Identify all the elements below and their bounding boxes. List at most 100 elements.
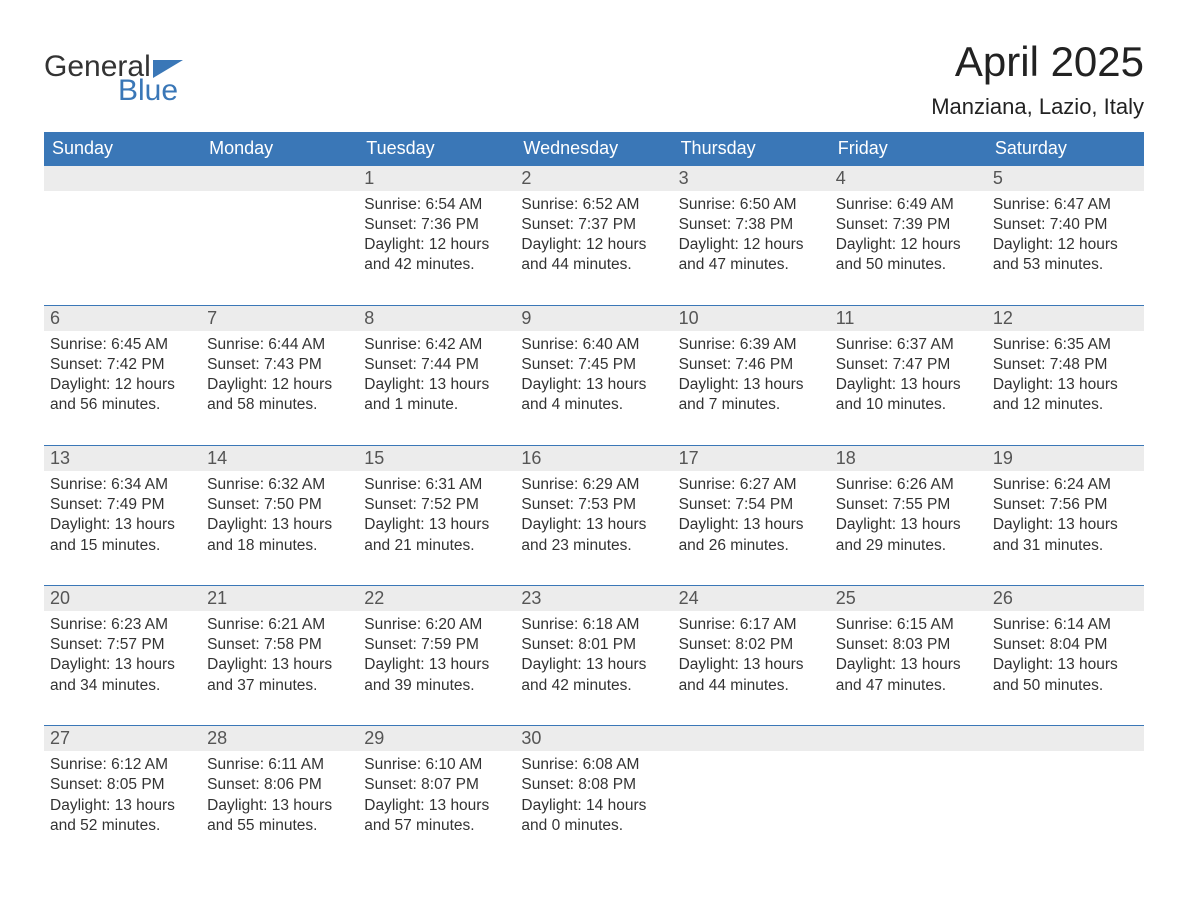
sunset-line: Sunset: 7:47 PM <box>836 355 981 375</box>
sunset-line: Sunset: 7:52 PM <box>364 495 509 515</box>
day-number: 29 <box>364 728 384 748</box>
daylight-line: Daylight: 13 hours and 26 minutes. <box>679 515 824 555</box>
daylight-line: Daylight: 13 hours and 37 minutes. <box>207 655 352 695</box>
sunrise-line: Sunrise: 6:26 AM <box>836 475 981 495</box>
daylight-line: Daylight: 13 hours and 1 minute. <box>364 375 509 415</box>
sunrise-line: Sunrise: 6:12 AM <box>50 755 195 775</box>
week-4-daynum-row: 27282930 <box>44 726 1144 752</box>
daylight-line: Daylight: 13 hours and 23 minutes. <box>521 515 666 555</box>
page-subtitle: Manziana, Lazio, Italy <box>931 94 1144 120</box>
page-title: April 2025 <box>931 38 1144 86</box>
sunset-line: Sunset: 7:45 PM <box>521 355 666 375</box>
dow-saturday: Saturday <box>987 132 1144 166</box>
sunrise-line: Sunrise: 6:35 AM <box>993 335 1138 355</box>
daynum-cell-17: 17 <box>673 446 830 472</box>
day-cell-9: Sunrise: 6:40 AMSunset: 7:45 PMDaylight:… <box>515 331 672 434</box>
day-cell-5: Sunrise: 6:47 AMSunset: 7:40 PMDaylight:… <box>987 191 1144 294</box>
sunset-line: Sunset: 7:36 PM <box>364 215 509 235</box>
sunrise-line: Sunrise: 6:32 AM <box>207 475 352 495</box>
daynum-cell-25: 25 <box>830 586 987 612</box>
daynum-cell-13: 13 <box>44 446 201 472</box>
day-number: 14 <box>207 448 227 468</box>
daynum-cell-empty <box>673 726 830 752</box>
day-cell-7: Sunrise: 6:44 AMSunset: 7:43 PMDaylight:… <box>201 331 358 434</box>
daynum-cell-26: 26 <box>987 586 1144 612</box>
daylight-line: Daylight: 13 hours and 52 minutes. <box>50 796 195 836</box>
daynum-cell-14: 14 <box>201 446 358 472</box>
sunset-line: Sunset: 7:39 PM <box>836 215 981 235</box>
day-cell-27: Sunrise: 6:12 AMSunset: 8:05 PMDaylight:… <box>44 751 201 854</box>
sunrise-line: Sunrise: 6:50 AM <box>679 195 824 215</box>
sunrise-line: Sunrise: 6:31 AM <box>364 475 509 495</box>
dow-wednesday: Wednesday <box>515 132 672 166</box>
daynum-cell-empty <box>44 166 201 192</box>
day-number: 19 <box>993 448 1013 468</box>
day-cell-6: Sunrise: 6:45 AMSunset: 7:42 PMDaylight:… <box>44 331 201 434</box>
day-cell-16: Sunrise: 6:29 AMSunset: 7:53 PMDaylight:… <box>515 471 672 574</box>
day-cell-20: Sunrise: 6:23 AMSunset: 7:57 PMDaylight:… <box>44 611 201 714</box>
day-number: 22 <box>364 588 384 608</box>
daynum-cell-10: 10 <box>673 306 830 332</box>
sunset-line: Sunset: 7:48 PM <box>993 355 1138 375</box>
daynum-cell-18: 18 <box>830 446 987 472</box>
sunset-line: Sunset: 8:07 PM <box>364 775 509 795</box>
day-cell-15: Sunrise: 6:31 AMSunset: 7:52 PMDaylight:… <box>358 471 515 574</box>
day-number: 11 <box>836 308 855 328</box>
daylight-line: Daylight: 13 hours and 44 minutes. <box>679 655 824 695</box>
day-number: 27 <box>50 728 70 748</box>
day-cell-empty <box>987 751 1144 854</box>
sunrise-line: Sunrise: 6:45 AM <box>50 335 195 355</box>
daynum-cell-1: 1 <box>358 166 515 192</box>
sunset-line: Sunset: 7:42 PM <box>50 355 195 375</box>
daylight-line: Daylight: 12 hours and 58 minutes. <box>207 375 352 415</box>
spacer-row <box>44 434 1144 446</box>
day-number: 10 <box>679 308 699 328</box>
week-3-daynum-row: 20212223242526 <box>44 586 1144 612</box>
day-cell-26: Sunrise: 6:14 AMSunset: 8:04 PMDaylight:… <box>987 611 1144 714</box>
week-0-data-row: Sunrise: 6:54 AMSunset: 7:36 PMDaylight:… <box>44 191 1144 294</box>
daylight-line: Daylight: 13 hours and 15 minutes. <box>50 515 195 555</box>
dow-thursday: Thursday <box>673 132 830 166</box>
sunrise-line: Sunrise: 6:11 AM <box>207 755 352 775</box>
daynum-cell-2: 2 <box>515 166 672 192</box>
sunset-line: Sunset: 7:46 PM <box>679 355 824 375</box>
daynum-cell-19: 19 <box>987 446 1144 472</box>
sunrise-line: Sunrise: 6:18 AM <box>521 615 666 635</box>
sunrise-line: Sunrise: 6:37 AM <box>836 335 981 355</box>
sunset-line: Sunset: 7:38 PM <box>679 215 824 235</box>
sunset-line: Sunset: 8:05 PM <box>50 775 195 795</box>
day-number: 5 <box>993 168 1003 188</box>
day-cell-23: Sunrise: 6:18 AMSunset: 8:01 PMDaylight:… <box>515 611 672 714</box>
sunrise-line: Sunrise: 6:17 AM <box>679 615 824 635</box>
daylight-line: Daylight: 12 hours and 47 minutes. <box>679 235 824 275</box>
sunrise-line: Sunrise: 6:08 AM <box>521 755 666 775</box>
sunrise-line: Sunrise: 6:52 AM <box>521 195 666 215</box>
sunset-line: Sunset: 8:04 PM <box>993 635 1138 655</box>
week-0-daynum-row: 12345 <box>44 166 1144 192</box>
day-of-week-row: SundayMondayTuesdayWednesdayThursdayFrid… <box>44 132 1144 166</box>
daylight-line: Daylight: 12 hours and 50 minutes. <box>836 235 981 275</box>
logo-word-blue: Blue <box>118 76 183 106</box>
daynum-cell-29: 29 <box>358 726 515 752</box>
day-cell-22: Sunrise: 6:20 AMSunset: 7:59 PMDaylight:… <box>358 611 515 714</box>
daylight-line: Daylight: 13 hours and 29 minutes. <box>836 515 981 555</box>
sunset-line: Sunset: 7:57 PM <box>50 635 195 655</box>
sunset-line: Sunset: 8:02 PM <box>679 635 824 655</box>
daynum-cell-30: 30 <box>515 726 672 752</box>
day-number: 17 <box>679 448 699 468</box>
week-1-data-row: Sunrise: 6:45 AMSunset: 7:42 PMDaylight:… <box>44 331 1144 434</box>
day-cell-empty <box>830 751 987 854</box>
daylight-line: Daylight: 12 hours and 42 minutes. <box>364 235 509 275</box>
day-number: 30 <box>521 728 541 748</box>
day-cell-18: Sunrise: 6:26 AMSunset: 7:55 PMDaylight:… <box>830 471 987 574</box>
day-cell-14: Sunrise: 6:32 AMSunset: 7:50 PMDaylight:… <box>201 471 358 574</box>
daylight-line: Daylight: 12 hours and 56 minutes. <box>50 375 195 415</box>
spacer-row <box>44 294 1144 306</box>
dow-sunday: Sunday <box>44 132 201 166</box>
daylight-line: Daylight: 13 hours and 47 minutes. <box>836 655 981 695</box>
week-4-data-row: Sunrise: 6:12 AMSunset: 8:05 PMDaylight:… <box>44 751 1144 854</box>
daynum-cell-3: 3 <box>673 166 830 192</box>
daynum-cell-5: 5 <box>987 166 1144 192</box>
sunrise-line: Sunrise: 6:14 AM <box>993 615 1138 635</box>
day-number: 2 <box>521 168 531 188</box>
